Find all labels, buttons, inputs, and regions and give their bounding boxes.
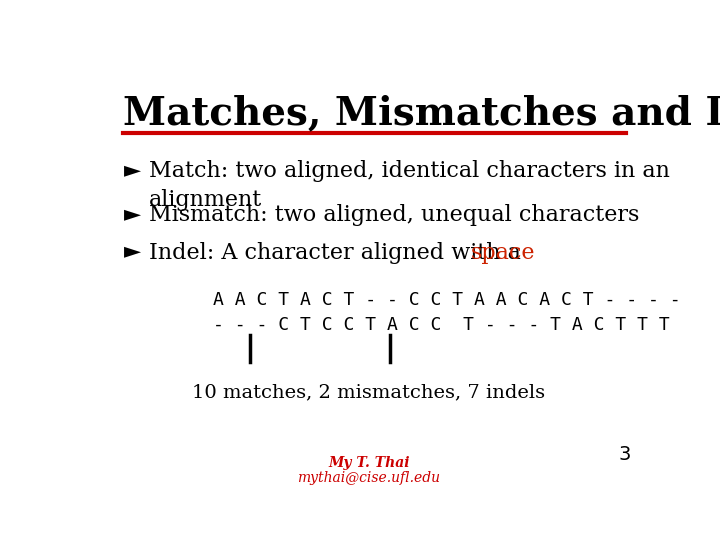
Text: ►: ► (124, 204, 140, 224)
Text: Matches, Mismatches and Indels: Matches, Mismatches and Indels (124, 94, 720, 132)
Text: mythai@cise.ufl.edu: mythai@cise.ufl.edu (297, 471, 441, 485)
Text: space: space (471, 241, 535, 264)
Text: Indel: A character aligned with a: Indel: A character aligned with a (148, 241, 528, 264)
Text: Mismatch: two aligned, unequal characters: Mismatch: two aligned, unequal character… (148, 204, 639, 226)
Text: ►: ► (124, 160, 140, 180)
Text: A A C T A C T - - C C T A A C A C T - - - -: A A C T A C T - - C C T A A C A C T - - … (213, 292, 680, 309)
Text: FLORIDA: FLORIDA (49, 509, 102, 518)
Text: 10 matches, 2 mismatches, 7 indels: 10 matches, 2 mismatches, 7 indels (192, 383, 546, 401)
Text: My T. Thai: My T. Thai (328, 456, 410, 470)
Text: Match: two aligned, identical characters in an
alignment: Match: two aligned, identical characters… (148, 160, 670, 211)
Text: 3: 3 (619, 445, 631, 464)
Text: ►: ► (124, 241, 140, 261)
Text: - - - C T C C T A C C  T - - - T A C T T T: - - - C T C C T A C C T - - - T A C T T … (213, 316, 670, 334)
Text: UNIVERSITY OF: UNIVERSITY OF (45, 494, 106, 500)
